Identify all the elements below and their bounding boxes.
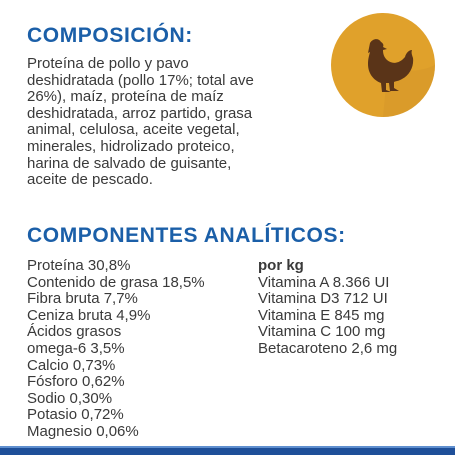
analytic-item: Proteína 30,8% bbox=[27, 257, 131, 274]
composition-title: COMPOSICIÓN: bbox=[27, 24, 193, 47]
vitamin-item: Vitamina C 100 mg bbox=[258, 323, 386, 341]
vitamin-item: Betacaroteno 2,6 mg bbox=[258, 339, 398, 357]
analytic-item: Fibra bruta 7,7% bbox=[27, 290, 138, 308]
analytics-left: Proteína 30,8% Contenido de grasa 18,5% Fi… bbox=[27, 257, 205, 441]
composition-line: aceite de pescado. bbox=[27, 171, 153, 189]
analytic-item: Potasio 0,72% bbox=[27, 406, 124, 424]
analytic-item: omega-6 3,5% bbox=[27, 339, 125, 357]
analytic-item: Calcio 0,73% bbox=[27, 356, 116, 374]
composition-line: 26%), maíz, proteína de maíz bbox=[27, 88, 224, 106]
composition-line: animal, celulosa, aceite vegetal, bbox=[27, 121, 240, 139]
per-kg-header: por kg bbox=[258, 257, 304, 274]
analytic-item: Contenido de grasa 18,5% bbox=[27, 273, 205, 291]
chicken-icon bbox=[331, 13, 435, 117]
composition-line: deshidratada, arroz partido, grasa bbox=[27, 104, 253, 122]
composition-line: minerales, hidrolizado proteico, bbox=[27, 137, 235, 155]
composition-line: Proteína de pollo y pavo bbox=[27, 55, 189, 72]
analytic-item: Fósforo 0,62% bbox=[27, 373, 125, 391]
analytic-item: Ácidos grasos bbox=[27, 323, 122, 341]
analytic-item: Sodio 0,30% bbox=[27, 389, 113, 407]
vitamin-item: Vitamina A 8.366 UI bbox=[258, 273, 390, 291]
vitamin-item: Vitamina D3 712 UI bbox=[258, 290, 388, 308]
analytic-item: Magnesio 0,06% bbox=[27, 422, 139, 440]
vitamin-item: Vitamina E 845 mg bbox=[258, 306, 385, 324]
analytics-right: por kg Vitamina A 8.366 UI Vitamina D3 71… bbox=[258, 257, 398, 358]
analytics-title: COMPONENTES ANALÍTICOS: bbox=[27, 224, 346, 247]
analytic-item: Ceniza bruta 4,9% bbox=[27, 306, 151, 324]
footer-bar bbox=[0, 446, 455, 455]
composition-text: Proteína de pollo y pavo deshidratada (po… bbox=[27, 55, 254, 189]
composition-line: harina de salvado de guisante, bbox=[27, 154, 232, 172]
composition-line: deshidratada (pollo 17%; total ave bbox=[27, 71, 254, 89]
